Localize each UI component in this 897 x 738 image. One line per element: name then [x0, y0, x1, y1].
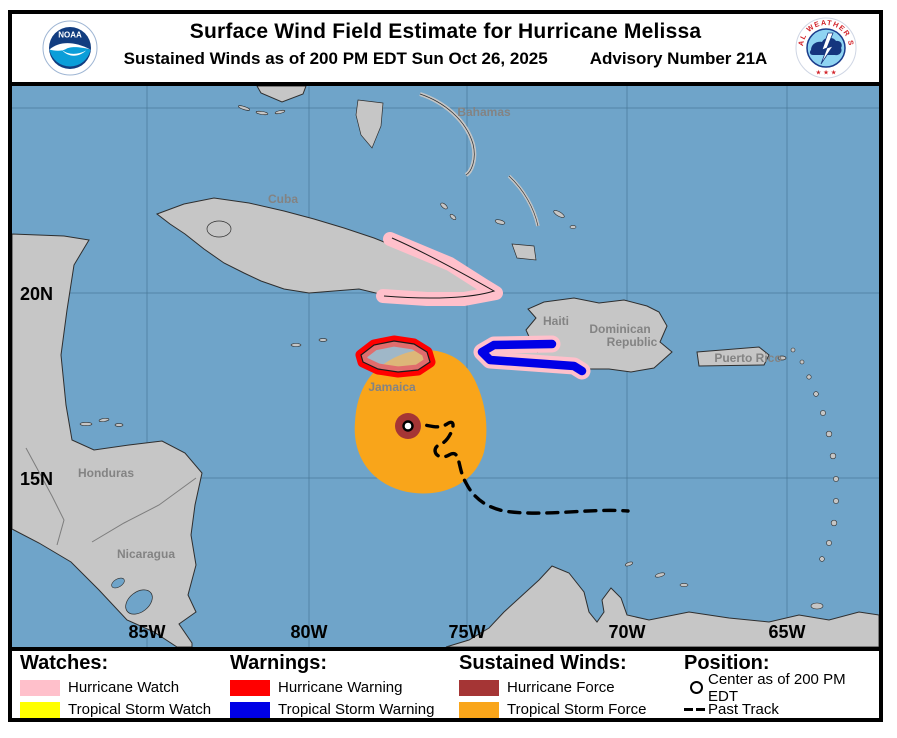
- hurricane-force-label: Hurricane Force: [507, 679, 615, 696]
- lon-label-75w: 75W: [448, 622, 485, 642]
- tropical-storm-force-label: Tropical Storm Force: [507, 701, 647, 718]
- lon-label-85w: 85W: [128, 622, 165, 642]
- cuba-island: [155, 197, 492, 302]
- hurricane-force-swatch: [459, 679, 499, 696]
- legend-item-tropical-storm-warning: Tropical Storm Warning: [230, 700, 434, 719]
- legend-position-heading: Position:: [684, 652, 770, 674]
- label-jamaica: Jamaica: [368, 380, 416, 394]
- legend-watches-heading: Watches:: [20, 652, 109, 674]
- header-titles: Surface Wind Field Estimate for Hurrican…: [12, 20, 879, 69]
- hurricane-warning-swatch: [230, 679, 270, 696]
- tropical-storm-warning-label: Tropical Storm Warning: [278, 701, 435, 718]
- legend-item-tropical-storm-watch: Tropical Storm Watch: [20, 700, 211, 719]
- subtitle-row: Sustained Winds as of 200 PM EDT Sun Oct…: [12, 49, 879, 69]
- legend-sustained-winds-heading: Sustained Winds:: [459, 652, 627, 674]
- lat-label-20n: 20N: [20, 284, 53, 304]
- noaa-logo-text: NOAA: [58, 31, 82, 40]
- subtitle: Sustained Winds as of 200 PM EDT Sun Oct…: [123, 49, 548, 68]
- tropical-storm-watch-swatch: [20, 701, 60, 718]
- center-marker-icon: [684, 681, 706, 694]
- legend-item-hurricane-watch: Hurricane Watch: [20, 678, 211, 697]
- nws-logo-icon: NATIONAL WEATHER SERVICE ★ ★ ★: [792, 10, 857, 84]
- lake-nicaragua: [125, 589, 153, 615]
- label-puerto-rico: Puerto Rico: [714, 351, 781, 365]
- legend-watches: Watches: Hurricane Watch Tropical Storm …: [20, 652, 211, 719]
- lon-label-70w: 70W: [608, 622, 645, 642]
- header-map-divider: [12, 82, 879, 86]
- central-america-landmass: [12, 233, 203, 647]
- tropical-storm-force-field: [354, 349, 487, 494]
- tropical-storm-force-swatch: [459, 701, 499, 718]
- legend-item-hurricane-force: Hurricane Force: [459, 678, 646, 697]
- advisory-number: Advisory Number 21A: [589, 49, 768, 68]
- page-title: Surface Wind Field Estimate for Hurrican…: [189, 20, 702, 43]
- abc-islands: [624, 561, 824, 610]
- label-cuba: Cuba: [268, 192, 298, 206]
- florida-keys: [237, 105, 286, 116]
- isla-de-la-juventud: [206, 220, 232, 238]
- label-nicaragua: Nicaragua: [117, 547, 175, 561]
- legend-warnings: Warnings: Hurricane Warning Tropical Sto…: [230, 652, 434, 719]
- nws-logo-stars: ★ ★ ★: [815, 69, 836, 77]
- legend-warnings-heading: Warnings:: [230, 652, 328, 674]
- hurricane-watch-label: Hurricane Watch: [68, 679, 180, 696]
- bay-islands: [79, 418, 124, 427]
- lesser-antilles: [790, 347, 839, 562]
- past-track-line: [406, 420, 630, 515]
- center-position-label: Center as of 200 PM EDT: [708, 670, 846, 705]
- legend-item-tropical-storm-force: Tropical Storm Force: [459, 700, 646, 719]
- hurricane-watch-swatch: [20, 679, 60, 696]
- legend-item-past-track: Past Track: [684, 700, 879, 719]
- label-dominican-republic-1: Dominican: [589, 322, 650, 336]
- label-honduras: Honduras: [78, 466, 134, 480]
- bahamas-islands: [355, 92, 577, 261]
- lon-label-65w: 65W: [768, 622, 805, 642]
- hurricane-warning-label: Hurricane Warning: [278, 679, 403, 696]
- past-track-icon: [684, 708, 706, 711]
- label-bahamas: Bahamas: [457, 105, 511, 119]
- florida: [256, 86, 307, 103]
- tropical-storm-watch-label: Tropical Storm Watch: [68, 701, 212, 718]
- lon-label-80w: 80W: [290, 622, 327, 642]
- map-legend-divider: [12, 647, 879, 651]
- wind-field-map: Bahamas Cuba Haiti Dominican Republic Pu…: [12, 86, 879, 647]
- lat-label-15n: 15N: [20, 469, 53, 489]
- tropical-storm-warning-swatch: [230, 701, 270, 718]
- label-dominican-republic-2: Republic: [607, 335, 658, 349]
- header: NOAA Surface Wind Field Estimate for Hur…: [12, 10, 879, 84]
- jamaica-hurricane-warning: [355, 335, 436, 378]
- figure-frame: NOAA Surface Wind Field Estimate for Hur…: [8, 10, 883, 722]
- cayman-islands: [290, 338, 328, 347]
- south-america-landmass: [445, 565, 879, 647]
- haiti-tropical-storm-warning: [473, 335, 591, 380]
- legend-item-center: Center as of 200 PM EDT: [684, 671, 879, 705]
- cuba-hurricane-watch: [376, 232, 503, 306]
- legend: Watches: Hurricane Watch Tropical Storm …: [12, 651, 879, 718]
- storm-center-marker: [402, 420, 414, 432]
- label-haiti: Haiti: [543, 314, 569, 328]
- legend-position: Position: Center as of 200 PM EDT Past T…: [684, 652, 879, 719]
- noaa-logo-icon: NOAA: [42, 19, 98, 82]
- legend-item-hurricane-warning: Hurricane Warning: [230, 678, 434, 697]
- puerto-rico-island: [696, 346, 770, 367]
- past-track-label: Past Track: [708, 701, 779, 718]
- legend-sustained-winds: Sustained Winds: Hurricane Force Tropica…: [459, 652, 646, 719]
